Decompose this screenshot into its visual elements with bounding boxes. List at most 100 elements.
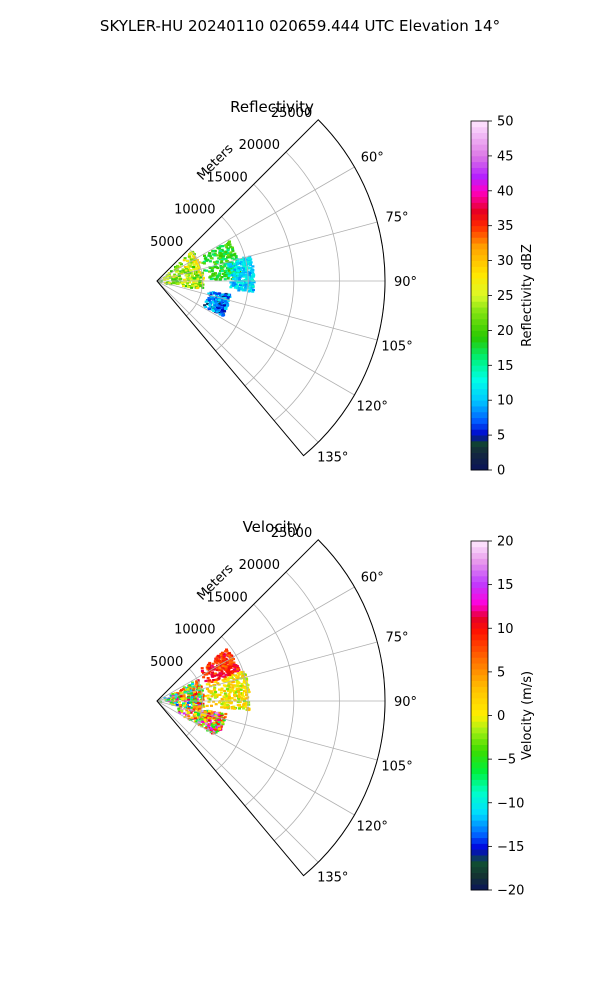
echo-gate <box>209 690 213 693</box>
echo-gate <box>232 254 236 257</box>
echo-gate <box>242 698 246 701</box>
echo-gate <box>229 254 233 257</box>
echo-gate <box>208 270 211 273</box>
range-tick-label: 10000 <box>174 623 215 638</box>
echo-gate <box>235 262 239 265</box>
echo-gate <box>243 679 246 682</box>
echo-gate <box>227 269 231 272</box>
echo-gate <box>213 674 216 677</box>
echo-gate <box>182 278 186 281</box>
echo-gate <box>180 272 184 275</box>
colorbar-band <box>471 756 488 763</box>
echo-gate <box>215 306 219 309</box>
echo-gate <box>204 727 208 730</box>
panel-title: Reflectivity <box>230 98 314 116</box>
echo-gate <box>223 271 227 274</box>
echo-gate <box>233 670 237 673</box>
colorbar-band <box>471 703 488 711</box>
echo-gate <box>190 716 194 719</box>
echo-gate <box>203 710 207 714</box>
echo-gate <box>244 691 248 694</box>
echo-gate <box>186 259 189 263</box>
colorbar-band <box>471 440 488 448</box>
echo-gate <box>176 266 180 269</box>
echo-gate <box>239 684 243 687</box>
colorbar-tick-label: −10 <box>497 796 524 811</box>
echo-gate <box>215 294 218 297</box>
colorbar-band <box>471 144 488 151</box>
echo-gate <box>228 295 232 298</box>
echo-gate <box>229 662 233 665</box>
echo-gate <box>225 246 229 249</box>
echo-gate <box>181 699 185 702</box>
echo-gate <box>234 277 238 280</box>
echo-gate <box>237 698 241 701</box>
echo-gate <box>189 698 193 701</box>
colorbar-tick-label: 50 <box>497 115 514 130</box>
echo-gate <box>251 290 255 293</box>
echo-gate <box>234 265 238 268</box>
echo-gate <box>212 725 216 728</box>
colorbar-band <box>471 289 488 296</box>
echo-gate <box>243 278 247 281</box>
echo-gate <box>219 267 223 270</box>
echo-gate <box>229 281 233 284</box>
echo-gate <box>212 700 216 703</box>
echo-gate <box>225 305 228 308</box>
echo-gate <box>220 721 224 724</box>
echo-gate <box>203 257 207 260</box>
echo-gate <box>210 675 214 678</box>
echo-gate <box>230 246 234 249</box>
colorbar-band <box>471 196 488 203</box>
echo-gate <box>251 275 255 278</box>
echo-gate <box>223 293 227 296</box>
colorbar-band <box>471 243 488 250</box>
echo-gate <box>241 675 245 678</box>
range-ring <box>273 571 340 842</box>
echo-gate <box>189 262 193 265</box>
echo-gate <box>221 294 225 298</box>
echo-gate <box>236 269 239 272</box>
echo-gate <box>227 684 231 687</box>
echo-gate <box>242 268 246 271</box>
echo-gate <box>210 270 214 273</box>
echo-gate <box>184 285 187 288</box>
colorbar-band <box>471 814 488 821</box>
colorbar-band <box>471 231 488 238</box>
echo-gate <box>179 277 183 281</box>
echo-gate <box>228 691 232 694</box>
colorbar-band <box>471 657 488 664</box>
echo-gate <box>196 719 200 722</box>
echo-gate <box>242 273 246 276</box>
echo-gate <box>224 684 228 687</box>
echo-gate <box>173 273 177 276</box>
echo-gate <box>223 306 227 309</box>
echo-gate <box>236 666 240 670</box>
echo-gate <box>242 677 246 680</box>
echo-gate <box>212 301 215 304</box>
echo-gate <box>183 698 187 701</box>
echo-gate <box>223 658 227 661</box>
echo-gate <box>175 698 179 701</box>
echo-gate <box>251 271 255 274</box>
range-tick-label: 20000 <box>239 558 280 573</box>
echo-gate <box>214 703 218 706</box>
echo-gate <box>198 695 202 699</box>
echo-gate <box>196 711 200 714</box>
echo-gate <box>233 665 237 668</box>
echo-gate <box>222 684 226 687</box>
echo-gate <box>191 681 195 684</box>
echo-gate <box>190 286 194 289</box>
colorbar-band <box>471 750 488 757</box>
echo-gate <box>226 296 230 299</box>
echo-gate <box>240 287 244 290</box>
echo-gate <box>214 680 218 684</box>
echo-gate <box>218 272 222 275</box>
echo-gate <box>214 278 218 281</box>
echo-gate <box>215 721 219 724</box>
echo-gate <box>223 689 227 692</box>
echo-gate <box>232 668 236 671</box>
echo-gate <box>167 272 171 275</box>
echo-gate <box>229 251 233 254</box>
